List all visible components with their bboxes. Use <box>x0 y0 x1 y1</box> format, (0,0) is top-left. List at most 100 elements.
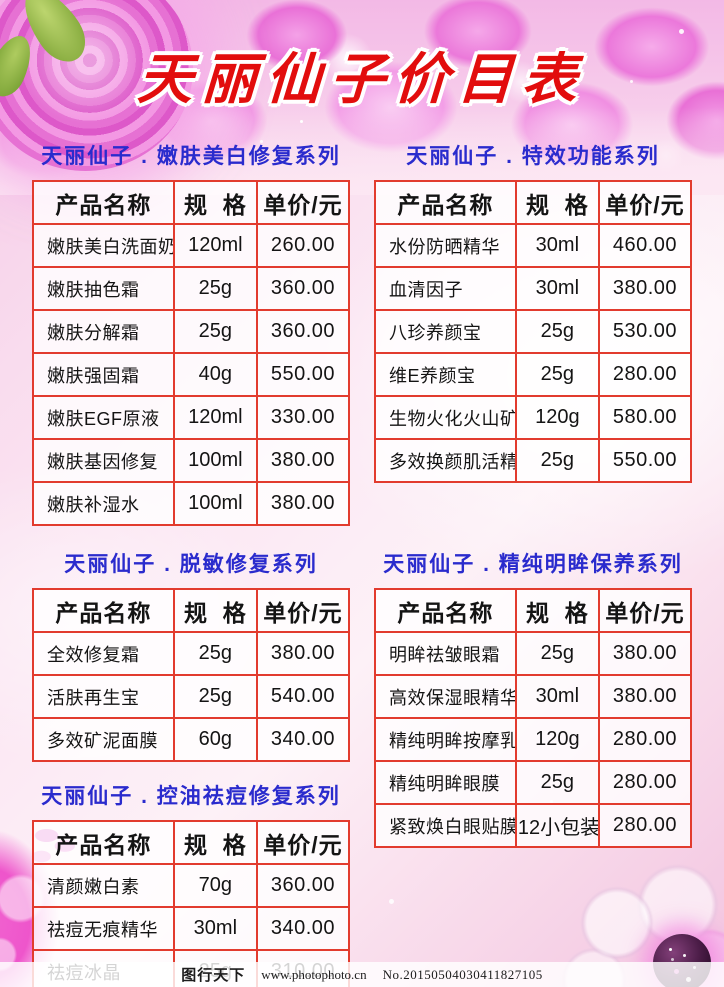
table-row: 嫩肤基因修复 100ml 380.00 <box>32 438 351 483</box>
product-name-cell: 嫩肤强固霜 <box>32 352 175 397</box>
header-unit-price: 单价/元 <box>255 180 351 225</box>
watermark-bar: 图行天下 www.photophoto.cn No.20150504030411… <box>0 962 724 987</box>
product-name-cell: 嫩肤分解霜 <box>32 309 175 354</box>
header-spec: 规 格 <box>172 588 258 633</box>
spec-cell: 40g <box>172 352 258 397</box>
product-name-cell: 生物火化火山矿泥 <box>374 395 517 440</box>
table-row: 清颜嫩白素 70g 360.00 <box>32 863 351 908</box>
product-name-cell: 维E养颜宝 <box>374 352 517 397</box>
header-product-name: 产品名称 <box>374 180 517 225</box>
product-name-cell: 多效矿泥面膜 <box>32 717 175 762</box>
price-cell: 360.00 <box>255 266 351 311</box>
spec-cell: 30ml <box>172 906 258 951</box>
product-name-cell: 嫩肤抽色霜 <box>32 266 175 311</box>
header-spec: 规 格 <box>514 588 600 633</box>
price-cell: 380.00 <box>255 631 351 676</box>
product-name-cell: 精纯明眸眼膜 <box>374 760 517 805</box>
section-whitening-repair: 天丽仙子 . 嫩肤美白修复系列 产品名称 规 格 单价/元 嫩肤美白洗面奶 120… <box>32 142 351 526</box>
header-unit-price: 单价/元 <box>255 588 351 633</box>
sparkle-dots-decoration <box>300 120 303 123</box>
price-cell: 460.00 <box>597 223 693 268</box>
table-header-row: 产品名称 规 格 单价/元 <box>32 820 351 865</box>
watermark-brand: 图行天下 <box>181 968 246 984</box>
price-cell: 580.00 <box>597 395 693 440</box>
header-spec: 规 格 <box>172 820 258 865</box>
product-name-cell: 高效保湿眼精华 <box>374 674 517 719</box>
section-title: 天丽仙子 . 精纯明眸保养系列 <box>383 553 683 576</box>
spec-cell: 12小包装 <box>514 803 600 848</box>
spec-cell: 120ml <box>172 395 258 440</box>
header-unit-price: 单价/元 <box>255 820 351 865</box>
product-name-cell: 祛痘无痕精华 <box>32 906 175 951</box>
header-spec: 规 格 <box>514 180 600 225</box>
spec-cell: 30ml <box>514 223 600 268</box>
section-eye-care: 天丽仙子 . 精纯明眸保养系列 产品名称 规 格 单价/元 明眸祛皱眼霜 25g 3… <box>374 550 693 848</box>
price-cell: 340.00 <box>255 906 351 951</box>
table-row: 活肤再生宝 25g 540.00 <box>32 674 351 719</box>
table-row: 多效矿泥面膜 60g 340.00 <box>32 717 351 762</box>
spec-cell: 25g <box>514 438 600 483</box>
product-name-cell: 嫩肤美白洗面奶 <box>32 223 175 268</box>
table-row: 精纯明眸按摩乳 120g 280.00 <box>374 717 693 762</box>
price-cell: 280.00 <box>597 717 693 762</box>
spec-cell: 25g <box>514 352 600 397</box>
price-cell: 380.00 <box>255 438 351 483</box>
spec-cell: 120ml <box>172 223 258 268</box>
table-row: 明眸祛皱眼霜 25g 380.00 <box>374 631 693 676</box>
table-row: 水份防晒精华 30ml 460.00 <box>374 223 693 268</box>
product-name-cell: 嫩肤基因修复 <box>32 438 175 483</box>
section-anti-allergy-repair: 天丽仙子 . 脱敏修复系列 产品名称 规 格 单价/元 全效修复霜 25g 380.… <box>32 550 351 762</box>
price-cell: 550.00 <box>255 352 351 397</box>
spec-cell: 25g <box>172 266 258 311</box>
price-table: 产品名称 规 格 单价/元 明眸祛皱眼霜 25g 380.00 高效保湿眼精华 30ml… <box>374 588 693 848</box>
header-product-name: 产品名称 <box>32 180 175 225</box>
table-row: 多效换颜肌活精 25g 550.00 <box>374 438 693 483</box>
price-cell: 380.00 <box>597 631 693 676</box>
product-name-cell: 水份防晒精华 <box>374 223 517 268</box>
product-name-cell: 精纯明眸按摩乳 <box>374 717 517 762</box>
poster-title: 天丽仙子价目表 <box>136 48 588 110</box>
product-name-cell: 血清因子 <box>374 266 517 311</box>
price-cell: 360.00 <box>255 863 351 908</box>
price-table: 产品名称 规 格 单价/元 全效修复霜 25g 380.00 活肤再生宝 25g 540.… <box>32 588 351 762</box>
header-unit-price: 单价/元 <box>597 588 693 633</box>
product-name-cell: 嫩肤补湿水 <box>32 481 175 526</box>
header-product-name: 产品名称 <box>374 588 517 633</box>
table-row: 祛痘无痕精华 30ml 340.00 <box>32 906 351 951</box>
table-header-row: 产品名称 规 格 单价/元 <box>32 588 351 633</box>
table-header-row: 产品名称 规 格 单价/元 <box>374 180 693 225</box>
header-product-name: 产品名称 <box>32 820 175 865</box>
table-row: 嫩肤美白洗面奶 120ml 260.00 <box>32 223 351 268</box>
price-cell: 280.00 <box>597 760 693 805</box>
table-header-row: 产品名称 规 格 单价/元 <box>374 588 693 633</box>
spec-cell: 30ml <box>514 674 600 719</box>
section-title: 天丽仙子 . 控油祛痘修复系列 <box>41 785 341 808</box>
table-row: 紧致焕白眼贴膜 12小包装 280.00 <box>374 803 693 848</box>
table-row: 精纯明眸眼膜 25g 280.00 <box>374 760 693 805</box>
table-row: 维E养颜宝 25g 280.00 <box>374 352 693 397</box>
header-unit-price: 单价/元 <box>597 180 693 225</box>
price-cell: 280.00 <box>597 352 693 397</box>
header-product-name: 产品名称 <box>32 588 175 633</box>
spec-cell: 100ml <box>172 481 258 526</box>
spec-cell: 120g <box>514 717 600 762</box>
spec-cell: 25g <box>172 674 258 719</box>
table-row: 全效修复霜 25g 380.00 <box>32 631 351 676</box>
product-name-cell: 活肤再生宝 <box>32 674 175 719</box>
price-cell: 330.00 <box>255 395 351 440</box>
section-title: 天丽仙子 . 特效功能系列 <box>406 145 660 168</box>
spec-cell: 25g <box>514 760 600 805</box>
price-cell: 380.00 <box>597 266 693 311</box>
price-cell: 540.00 <box>255 674 351 719</box>
spec-cell: 100ml <box>172 438 258 483</box>
table-row: 嫩肤抽色霜 25g 360.00 <box>32 266 351 311</box>
section-title: 天丽仙子 . 嫩肤美白修复系列 <box>41 145 341 168</box>
section-oil-control-acne-repair: 天丽仙子 . 控油祛痘修复系列 产品名称 规 格 单价/元 清颜嫩白素 70g 36… <box>32 782 351 987</box>
product-name-cell: 紧致焕白眼贴膜 <box>374 803 517 848</box>
spec-cell: 70g <box>172 863 258 908</box>
spec-cell: 120g <box>514 395 600 440</box>
table-row: 嫩肤EGF原液 120ml 330.00 <box>32 395 351 440</box>
table-row: 嫩肤强固霜 40g 550.00 <box>32 352 351 397</box>
price-cell: 380.00 <box>597 674 693 719</box>
